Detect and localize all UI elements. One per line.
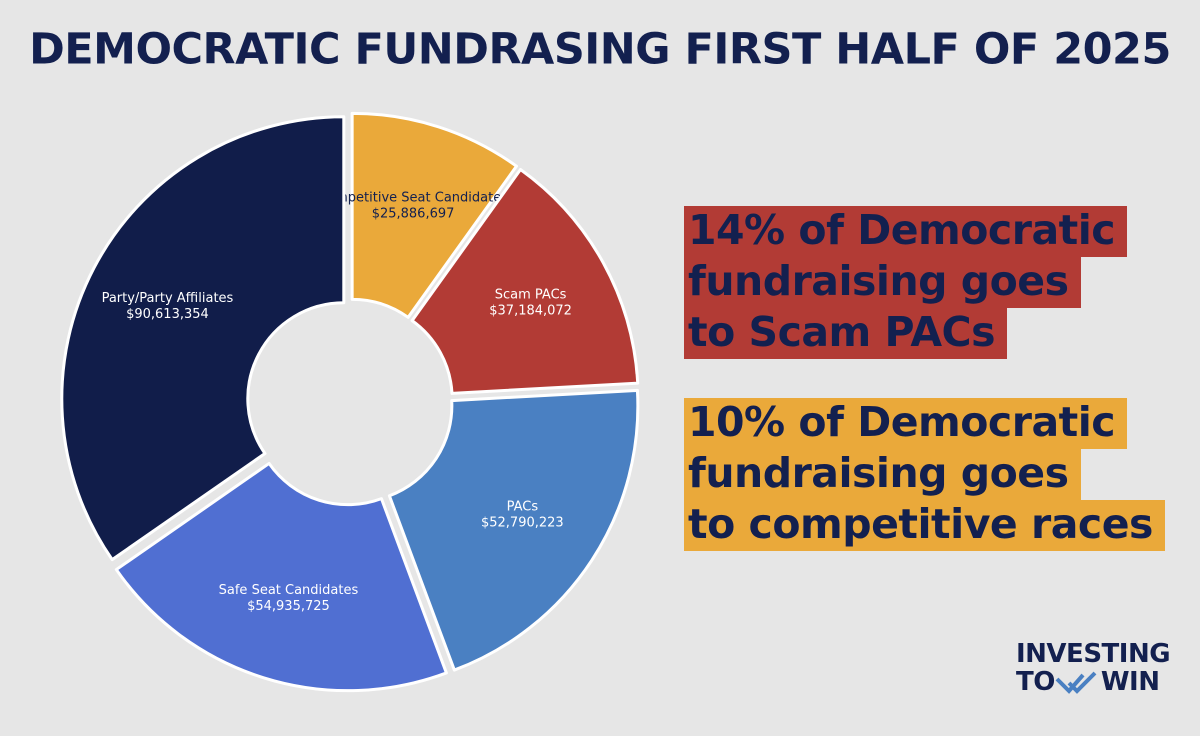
callout-line: fundraising goes [684,449,1081,500]
callout-line: 14% of Democratic [684,206,1128,257]
segment-label: Safe Seat Candidates [219,583,359,598]
chart-title: DEMOCRATIC FUNDRASING FIRST HALF OF 2025 [29,25,1171,75]
segment-value: $25,886,697 [372,206,455,221]
callout: 10% of Democratic fundraising goes to comp… [684,398,1165,551]
callout-line: 10% of Democratic [684,398,1128,449]
donut-segment [114,461,448,693]
segment-value: $52,790,223 [481,515,564,530]
donut-segment [350,111,519,319]
callout-line: fundraising goes [684,257,1081,308]
logo-row: TO WIN [1016,668,1170,696]
logo-text: TO [1016,667,1055,697]
segment-value: $37,184,072 [489,303,572,318]
segment-label: Scam PACs [495,287,567,302]
segment-value: $54,935,725 [247,599,330,614]
callout: 14% of Democratic fundraising goes to Scam… [684,206,1128,359]
donut-segment [410,167,640,395]
segment-label: Party/Party Affiliates [102,291,234,306]
callout-line: to Scam PACs [684,308,1008,359]
donut-segment [60,115,346,562]
logo-text: INVESTING [1016,639,1171,669]
donut-segment [387,388,640,672]
segment-label: Competitive Seat Candidates [318,190,508,205]
segment-label: PACs [507,499,539,514]
segment-value: $90,613,354 [126,307,209,322]
callout-line: to competitive races [684,500,1165,551]
logo-text: WIN [1100,667,1160,697]
logo: INVESTING TO WIN [1016,639,1171,696]
logo-check [1055,671,1097,694]
